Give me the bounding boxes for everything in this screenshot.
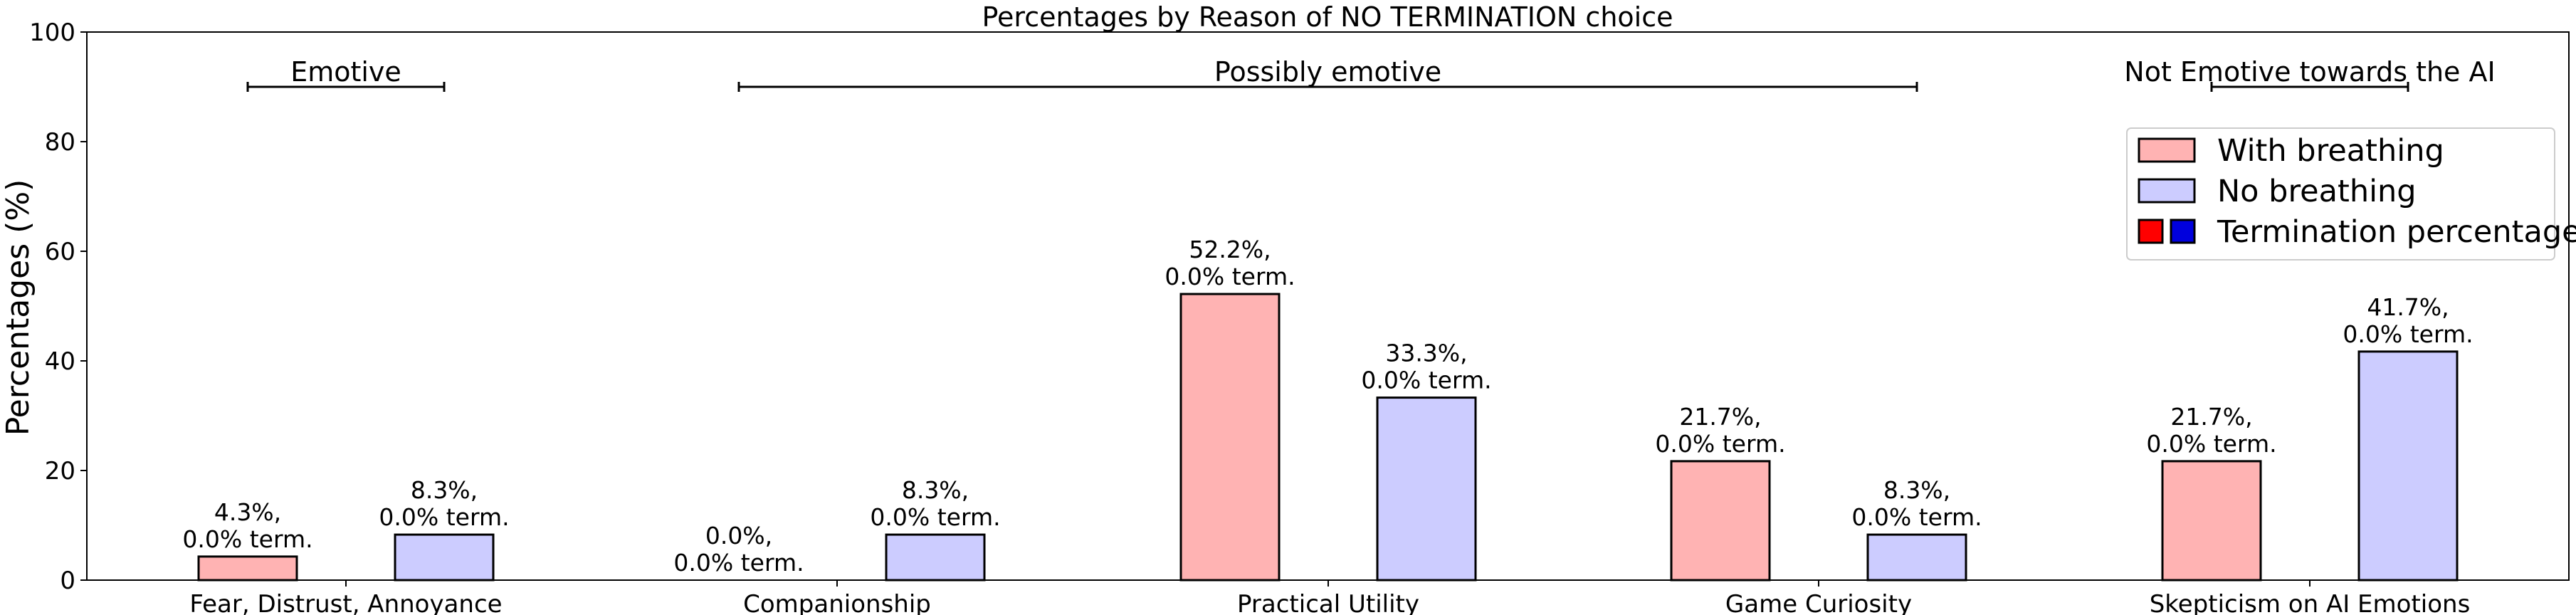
data-label-term: 0.0% term. [673, 549, 804, 577]
legend-entry: No breathing [2217, 174, 2417, 209]
bar-no-breathing [1866, 533, 1967, 582]
data-label-value: 8.3%, [902, 476, 969, 504]
chart-title: Percentages by Reason of NO TERMINATION … [982, 1, 1673, 33]
x-tick-label: Game Curiosity [1725, 590, 1912, 615]
data-label-value: 0.0%, [705, 522, 772, 550]
legend: With breathing No breathing Termination pe… [2126, 127, 2576, 261]
group-label: Emotive [290, 56, 401, 88]
y-tick-label: 40 [45, 347, 75, 376]
data-label-value: 8.3%, [1883, 476, 1950, 504]
data-label-term: 0.0% term. [182, 525, 312, 553]
y-tick-label: 80 [45, 128, 75, 157]
y-tick-label: 100 [29, 19, 75, 47]
legend-swatch-no-breathing [2138, 178, 2196, 204]
data-label-term: 0.0% term. [1165, 263, 1295, 290]
x-tick-label: Skepticism on AI Emotions [2150, 590, 2471, 615]
data-label-value: 8.3%, [411, 476, 478, 504]
bar-no-breathing [1376, 396, 1477, 582]
data-label-term: 0.0% term. [2146, 430, 2276, 458]
data-label-value: 33.3%, [1385, 340, 1467, 367]
data-label-term: 0.0% term. [1361, 367, 1491, 394]
bar-no-breathing [394, 533, 495, 582]
data-label-value: 41.7%, [2367, 293, 2449, 321]
group-label: Possibly emotive [1214, 56, 1441, 88]
data-label-value: 21.7%, [1679, 403, 1761, 431]
legend-entry: Termination percentage [2217, 214, 2576, 250]
legend-entry: With breathing [2217, 133, 2444, 169]
data-label-term: 0.0% term. [870, 503, 1000, 531]
data-label-term: 0.0% term. [1655, 430, 1785, 458]
bar-with-breathing [1670, 460, 1771, 582]
data-label-value: 52.2%, [1189, 236, 1271, 263]
data-label-value: 4.3%, [214, 498, 281, 526]
legend-swatch-termination-blue [2170, 219, 2196, 244]
y-tick-label: 0 [60, 567, 75, 595]
y-axis-label: Percentages (%) [0, 179, 36, 436]
data-label-term: 0.0% term. [379, 503, 509, 531]
data-label-term: 0.0% term. [1851, 503, 1982, 531]
x-tick-label: Fear, Distrust, Annoyance [189, 590, 502, 615]
y-tick-label: 20 [45, 457, 75, 485]
group-label: Not Emotive towards the AI [2124, 56, 2495, 88]
x-tick-label: Practical Utility [1237, 590, 1419, 615]
data-label-term: 0.0% term. [2343, 320, 2473, 348]
x-tick-label: Companionship [743, 590, 931, 615]
bar-with-breathing [197, 555, 298, 582]
data-label-value: 21.7%, [2170, 403, 2252, 431]
plot-frame [86, 31, 2570, 581]
legend-swatch-with-breathing [2138, 137, 2196, 163]
legend-box [2126, 127, 2555, 261]
legend-swatch-termination-red [2138, 219, 2164, 244]
y-tick-label: 60 [45, 238, 75, 266]
bar-no-breathing [885, 533, 986, 582]
bar-with-breathing [1179, 293, 1281, 582]
bar-no-breathing [2357, 350, 2459, 582]
bar-with-breathing [2161, 460, 2262, 582]
